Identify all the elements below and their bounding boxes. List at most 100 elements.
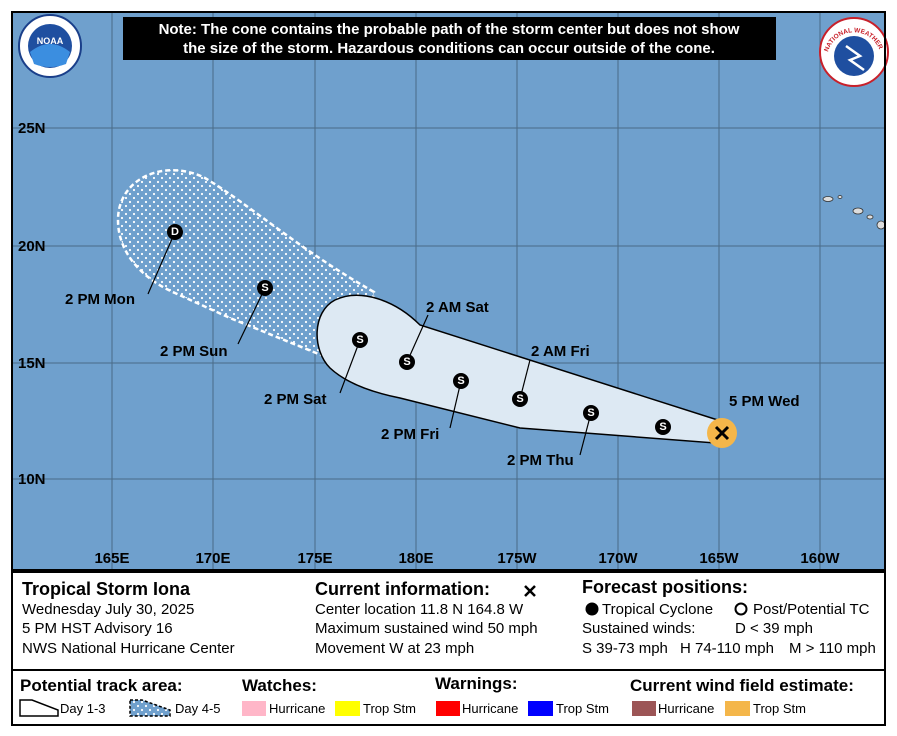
logo-wave [30,44,70,67]
forecast-key: Sustained winds: [582,620,695,637]
latitude-label: 25N [18,120,46,137]
island [876,220,886,230]
noaa-logo: NOAA [18,14,82,78]
legend-key: Hurricane [269,701,325,716]
leader-lines [147,231,592,456]
leader-line [449,380,462,429]
current-info-line: Maximum sustained wind 50 mph [315,620,538,637]
legend-title: Potential track area: [20,676,183,695]
longitude-label: 160W [800,550,840,567]
forecast-marker [453,373,469,389]
forecast-label: 2 PM Thu [507,452,574,469]
legend-key: Trop Stm [556,701,609,716]
legend-key: Hurricane [462,701,518,716]
forecast-label: 2 PM Mon [65,291,135,308]
forecast-key: Tropical Cyclone [602,601,713,618]
logo-bolt [845,44,865,72]
latitude-label: 20N [18,238,46,255]
current-icon [524,585,536,597]
forecast-marker [167,224,183,240]
forecast-title: Forecast positions: [582,577,748,597]
island [866,214,874,220]
logo-text: NOAA [37,36,64,46]
forecast-key: H 74-110 mph [680,640,774,657]
island [822,196,834,202]
legend-panel: Potential track area: Day 1-3 Day 4-5 Wa… [11,669,886,726]
forecast-key: D < 39 mph [735,620,813,637]
forecast-marker [352,332,368,348]
swatch [632,701,656,716]
legend-title: Watches: [242,676,317,695]
legend-key: Day 1-3 [60,701,106,716]
forecast-symbol: S [356,334,363,346]
info-border [11,571,886,671]
info-panel: Tropical Storm Iona Wednesday July 30, 2… [11,571,886,671]
legend-title: Warnings: [435,674,517,693]
day-4-5-icon [129,699,171,717]
forecast-points: S S S S S S S D [167,224,671,435]
longitude-label: 165E [94,550,129,567]
latitude-label: 10N [18,471,46,488]
swatch [725,701,750,716]
forecast-key: S 39-73 mph [582,640,668,657]
note-line: Note: The cone contains the probable pat… [159,21,740,38]
longitude-label: 175W [497,550,537,567]
day-1-3-icon [19,699,59,717]
legend-key: Day 4-5 [175,701,221,716]
tc-icon [585,602,599,616]
forecast-marker [655,419,671,435]
forecast-symbol: D [171,226,179,238]
swatch [436,701,460,716]
forecast-symbol: S [457,375,464,387]
note-line: the size of the storm. Hazardous conditi… [183,40,715,57]
forecast-key: Post/Potential TC [753,601,870,618]
current-position [714,425,730,441]
current-info-line: Movement W at 23 mph [315,640,474,657]
forecast-marker [257,280,273,296]
post-tc-icon [734,602,748,616]
leader-line [406,314,429,363]
legend-key: Hurricane [658,701,714,716]
islands [822,195,886,230]
forecast-symbol: S [261,282,268,294]
forecast-key: M > 110 mph [789,640,876,657]
note-box [123,17,776,60]
current-info-line: Center location 11.8 N 164.8 W [315,601,524,618]
legend-key: Trop Stm [753,701,806,716]
legend-title: Current wind field estimate: [630,676,854,695]
forecast-symbol: S [516,393,523,405]
current-info-title: Current information: [315,579,490,599]
island [837,195,843,199]
forecast-marker [399,354,415,370]
latitude-label: 15N [18,355,46,372]
forecast-label: 2 PM Fri [381,426,439,443]
leader-line [237,287,266,345]
forecast-label: 2 PM Sun [160,343,228,360]
ocean [12,12,885,570]
map-border [11,11,886,571]
longitude-label: 170E [195,550,230,567]
storm-advisory: 5 PM HST Advisory 16 [22,620,173,637]
forecast-marker [583,405,599,421]
forecast-symbol: S [403,356,410,368]
forecast-label: 5 PM Wed [729,393,800,410]
forecast-label: 2 AM Sat [426,299,489,316]
forecast-symbol: S [587,407,594,419]
swatch [335,701,360,716]
map: 25N 20N 15N 10N 165E 170E 175E 180E 175W… [0,0,889,571]
forecast-label: 2 PM Sat [264,391,327,408]
logo-border [819,17,889,87]
logo-disc [834,36,874,76]
forecast-symbol: S [659,421,666,433]
leader-line [339,339,361,394]
cone-day-4-5 [116,168,376,372]
swatch [242,701,266,716]
longitude-label: 175E [297,550,332,567]
cone-day-1-3 [316,294,726,444]
leader-line [147,231,176,295]
forecast-marker [512,391,528,407]
storm-center: NWS National Hurricane Center [22,640,235,657]
longitude-label: 180E [398,550,433,567]
longitude-label: 170W [598,550,638,567]
